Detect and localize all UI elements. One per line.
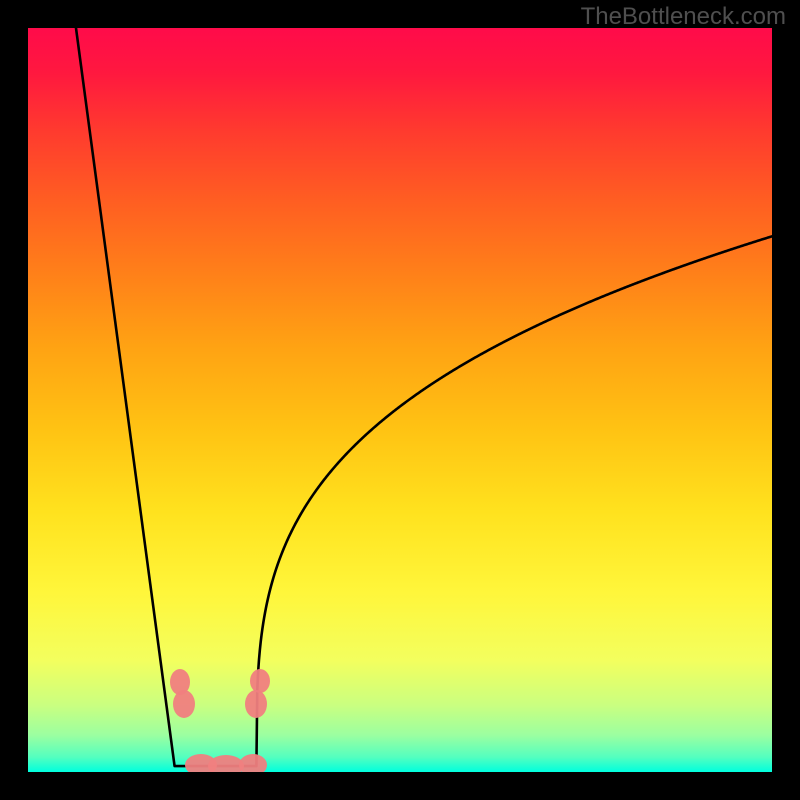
plot-area <box>28 28 772 772</box>
bottleneck-curve <box>76 28 772 766</box>
marker-right-high-bottom <box>245 690 267 718</box>
marker-floor-right <box>239 754 267 772</box>
curve-layer <box>28 28 772 772</box>
watermark-text: TheBottleneck.com <box>581 3 786 31</box>
marker-left-high-bottom <box>173 690 195 718</box>
chart-root: TheBottleneck.com <box>0 0 800 800</box>
